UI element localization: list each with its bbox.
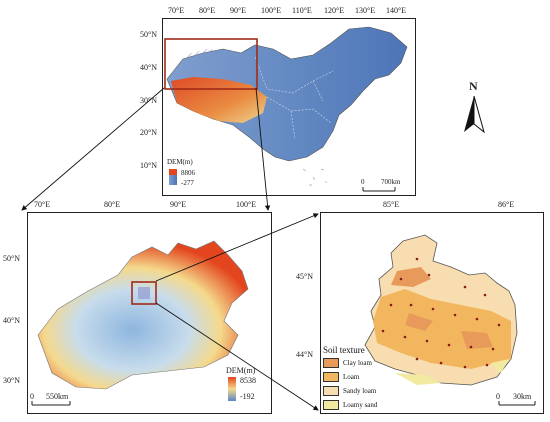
left-lon-tick: 90°E — [170, 200, 187, 209]
north-arrow-icon — [464, 96, 485, 134]
xinjiang-dem-title: DEM(m) — [226, 366, 256, 375]
north-label: N — [469, 79, 478, 93]
soil-zone-loam — [373, 289, 511, 369]
soil-zone-clay-loam — [391, 267, 493, 349]
soil-swatch — [323, 400, 339, 410]
china-scale-zero: 0 — [361, 178, 365, 186]
top-lon-tick: 100°E — [261, 6, 282, 15]
china-dem-min: -277 — [181, 179, 194, 187]
china-dem-max: 8806 — [181, 169, 195, 177]
province-boundaries — [254, 56, 334, 140]
soil-swatch — [323, 358, 339, 368]
soil-legend-title: Soil texture — [323, 345, 365, 355]
top-lon-tick: 140°E — [386, 6, 407, 15]
top-lon-tick: 80°E — [199, 6, 216, 15]
xinjiang-region — [37, 240, 249, 390]
soil-label: Loam — [343, 373, 360, 381]
left-lat-tick: 50°N — [3, 254, 20, 263]
china-dem-title: DEM(m) — [167, 158, 193, 166]
top-lon-tick: 70°E — [168, 6, 185, 15]
xinjiang-scale-label: 550km — [46, 392, 69, 401]
top-lat-tick: 40°N — [140, 63, 157, 72]
left-lat-tick: 40°N — [3, 316, 20, 325]
xinjiang-dem-min: -192 — [240, 392, 255, 401]
right-lon-tick: 86°E — [498, 200, 515, 209]
right-lon-tick: 85°E — [383, 200, 400, 209]
arrow-china-to-xinjiang-left — [21, 87, 165, 211]
soil-legend-item: Clay loam — [323, 358, 372, 368]
study-scale-label: 30km — [513, 392, 532, 401]
top-lat-tick: 50°N — [140, 30, 157, 39]
xinjiang-inset-box — [131, 281, 157, 305]
top-lat-tick: 30°N — [140, 96, 157, 105]
right-lat-tick: 45°N — [296, 272, 313, 281]
soil-label: Loamy sand — [343, 401, 378, 409]
xinjiang-map-svg — [31, 240, 249, 406]
top-lon-tick: 120°E — [324, 6, 345, 15]
china-map-svg — [164, 26, 408, 192]
left-lat-tick: 30°N — [3, 376, 20, 385]
arrow-xinjiang-to-study-bottom — [155, 302, 319, 411]
soil-label: Sandy loam — [343, 387, 377, 395]
study-area-svg — [364, 234, 536, 406]
arrow-china-to-xinjiang-right — [255, 87, 271, 211]
soil-label: Clay loam — [343, 359, 372, 367]
south-sea-islands — [302, 168, 328, 186]
top-lon-tick: 90°E — [230, 6, 247, 15]
top-lat-tick: 20°N — [140, 128, 157, 137]
xinjiang-dem-bar — [228, 377, 236, 401]
china-scale-label: 700km — [381, 178, 401, 186]
study-area-map-panel: Soil texture Clay loam Loam Sandy loam L… — [320, 212, 544, 414]
right-lat-tick: 44°N — [296, 350, 313, 359]
soil-swatch — [323, 372, 339, 382]
china-inset-box — [164, 38, 258, 90]
sample-points — [381, 257, 501, 369]
top-lon-tick: 110°E — [292, 6, 312, 15]
xinjiang-dem-max: 8538 — [240, 376, 256, 385]
study-scale-zero: 0 — [496, 392, 500, 401]
soil-zone-loamy-sand — [395, 359, 509, 385]
left-lon-tick: 80°E — [104, 200, 121, 209]
xinjiang-scale-zero: 0 — [30, 392, 34, 401]
soil-legend-item: Sandy loam — [323, 386, 376, 396]
top-lat-tick: 10°N — [140, 161, 157, 170]
xinjiang-hatch — [169, 49, 255, 81]
top-lon-tick: 130°E — [355, 6, 376, 15]
soil-swatch — [323, 386, 339, 396]
arrow-xinjiang-to-study-top — [155, 213, 319, 282]
left-lon-tick: 70°E — [34, 200, 51, 209]
xinjiang-map-panel: DEM(m) 8538 -192 0 550km — [27, 212, 272, 414]
left-lon-tick: 100°E — [236, 200, 257, 209]
soil-legend-item: Loam — [323, 372, 359, 382]
china-dem-bar — [169, 169, 177, 185]
soil-legend-item: Loamy sand — [323, 400, 377, 410]
china-map-panel: DEM(m) 8806 -277 0 700km — [162, 18, 416, 196]
